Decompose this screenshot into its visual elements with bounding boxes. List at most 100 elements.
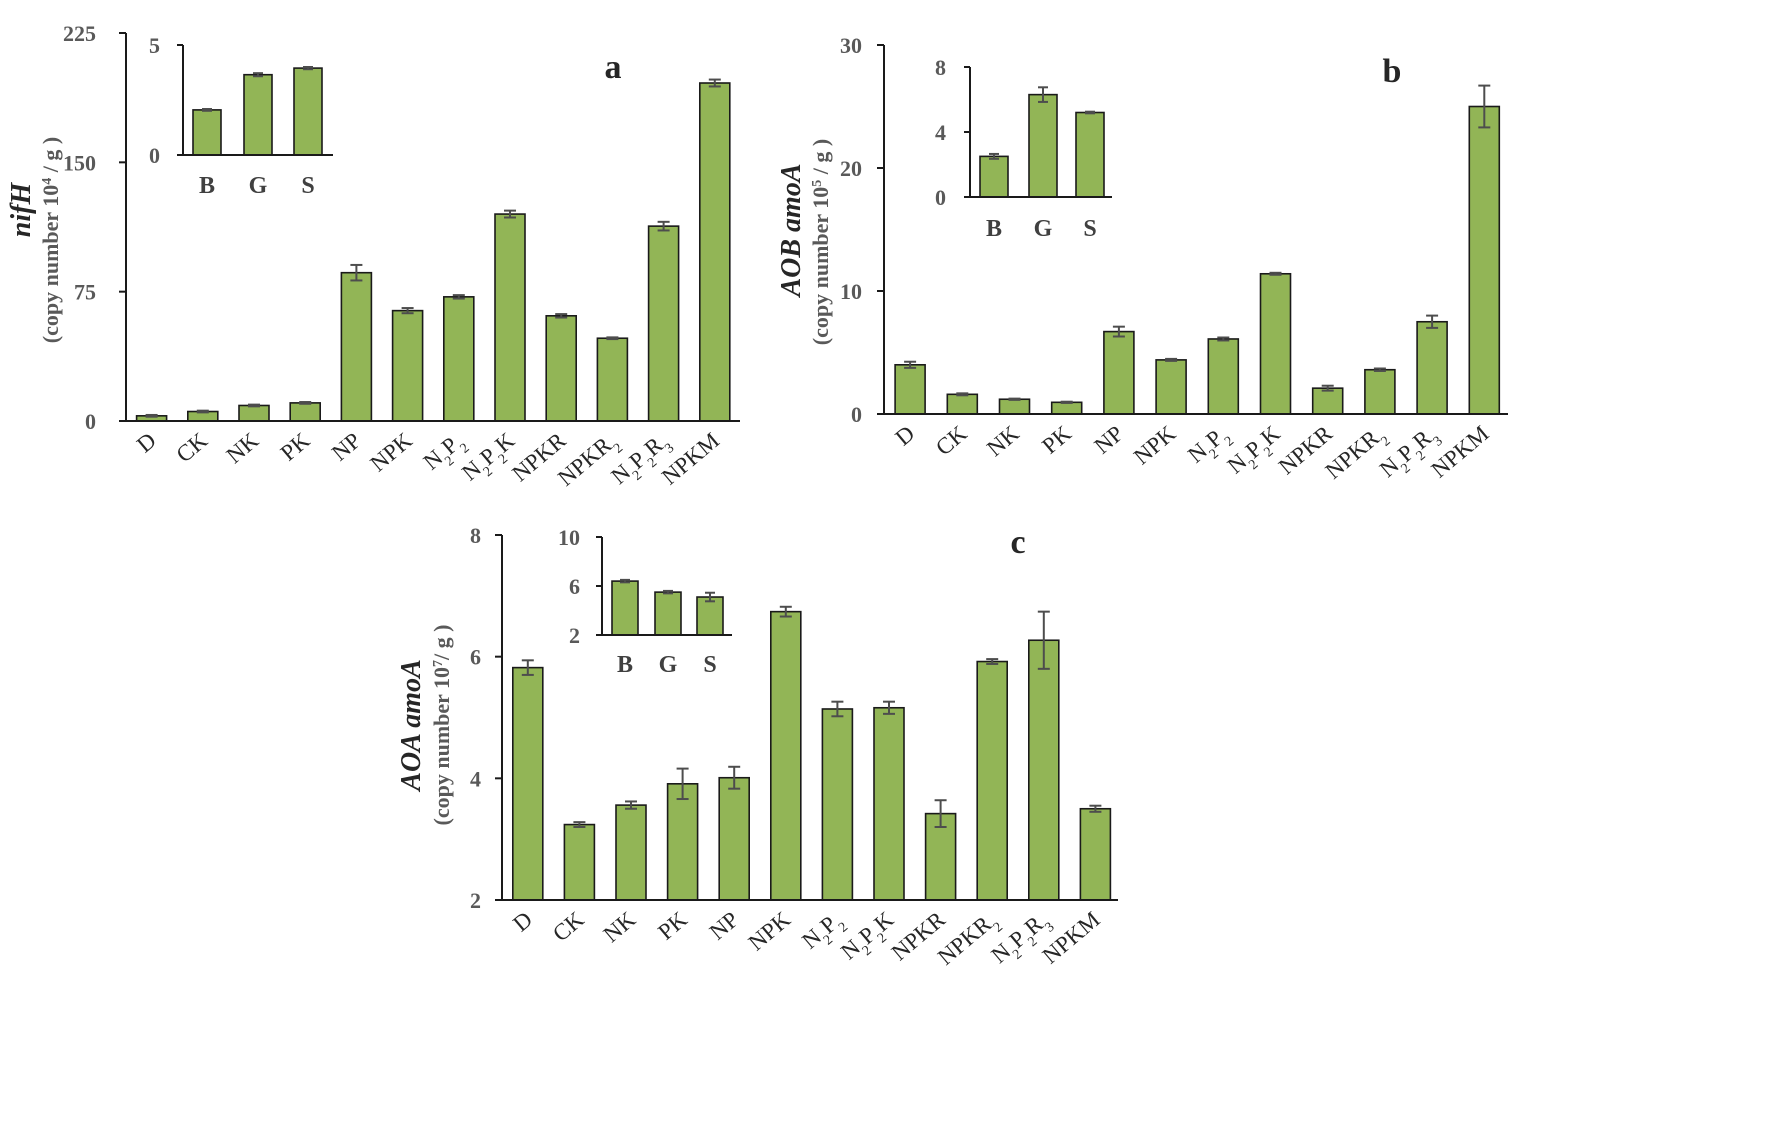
bar-b-7 [1259, 272, 1292, 415]
inset-y-tick-label-b-0: 0 [935, 185, 946, 210]
x-tick-label-c-0: D [508, 907, 537, 937]
bar-c-7 [873, 706, 905, 901]
y-axis-label-unit-a: (copy number 104 / g ) [38, 137, 63, 343]
error-bar-c-7 [883, 700, 895, 715]
error-bar-c-3 [676, 767, 689, 801]
bar-a-5 [391, 309, 424, 422]
bar-c-8 [924, 812, 957, 901]
error-bar-b-7 [1269, 271, 1282, 276]
inset-x-tick-label-a-0: B [199, 173, 215, 199]
bar-b-5 [1155, 359, 1187, 415]
y-tick-label-b-0: 0 [851, 402, 862, 427]
x-tick-label-b-5: NPK [1129, 420, 1181, 469]
x-tick-label-b-9: NPKR2 [1321, 421, 1394, 489]
bar-a-3 [289, 402, 322, 422]
panel-label-a: a [605, 49, 622, 86]
inset-chart-c: B G S 2 6 10 [558, 525, 732, 678]
inset-y-tick-label-b-1: 4 [935, 120, 946, 145]
error-bar-a-1 [196, 409, 209, 414]
bar-b-6 [1207, 338, 1240, 415]
chart-panel-b: D CK NK PK NP NPK N2P2N2P2KNPKRNPKR2N2P2R3NPKM… [776, 33, 1508, 489]
inset-x-tick-label-c-0: B [617, 652, 633, 678]
x-tick-label-c-5: NPK [744, 906, 796, 955]
x-tick-label-b-7: N2P2K [1223, 420, 1290, 483]
chart-panel-a: D CK NK PK NP NPK N2P2N2P2KNPKRNPKR2N2P2R3NPKM… [6, 21, 740, 494]
x-tick-label-b-10: N2P2R3 [1375, 421, 1446, 487]
inset-x-tick-label-c-1: G [659, 652, 678, 678]
bar-c-4 [718, 776, 751, 901]
error-bar-c-2 [625, 800, 637, 810]
error-bar-a-4 [350, 263, 363, 282]
error-bar-c-10 [1037, 610, 1050, 670]
x-tick-label-b-0: D [891, 421, 920, 451]
bar-b-11 [1468, 105, 1501, 415]
x-tick-label-a-11: NPKM [657, 428, 724, 490]
y-axis-label-unit-b: (copy number 105 / g ) [808, 139, 833, 345]
axes-b [883, 45, 1508, 415]
error-bar-c-6 [831, 700, 844, 718]
inset-bar-c-1 [654, 591, 682, 636]
bar-b-0 [894, 363, 926, 415]
bar-a-11 [698, 82, 731, 422]
error-bar-b-10 [1426, 314, 1439, 329]
inset-error-bar-b-2 [1085, 110, 1095, 115]
error-bar-c-1 [573, 821, 586, 828]
error-bar-b-6 [1217, 336, 1230, 342]
inset-y-tick-label-c-1: 6 [569, 574, 580, 599]
inset-bar-b-1 [1028, 93, 1058, 198]
error-bar-b-1 [956, 392, 969, 397]
x-tick-label-a-4: NP [327, 428, 366, 466]
error-bar-c-5 [779, 605, 792, 618]
x-tick-label-a-10: N2P2R3 [606, 428, 677, 494]
error-bar-b-8 [1321, 384, 1334, 392]
error-bar-a-6 [452, 294, 465, 300]
y-tick-label-c-2: 6 [470, 645, 481, 670]
inset-chart-b: B G S 0 4 8 [935, 55, 1112, 242]
y-tick-label-b-2: 20 [840, 156, 862, 181]
inset-error-bar-a-1 [253, 72, 263, 78]
x-tick-label-b-4: NP [1090, 421, 1129, 459]
inset-y-tick-label-a-0: 0 [149, 143, 160, 168]
error-bar-a-10 [657, 220, 670, 232]
x-tick-label-c-11: NPKM [1038, 907, 1105, 969]
x-tick-label-c-7: N2P2K [836, 906, 903, 969]
error-bar-c-11 [1089, 804, 1102, 813]
y-tick-label-a-1: 75 [74, 280, 96, 305]
inset-x-tick-label-b-1: G [1034, 216, 1053, 242]
error-bar-b-4 [1112, 325, 1125, 338]
inset-x-tick-label-a-2: S [301, 173, 314, 199]
inset-error-bar-c-0 [620, 578, 630, 584]
y-axis-label-gene-a: nifH [6, 182, 37, 238]
inset-error-bar-b-0 [989, 152, 999, 160]
inset-bar-b-2 [1075, 111, 1105, 198]
inset-bar-c-0 [611, 580, 639, 636]
error-bar-b-5 [1165, 357, 1178, 362]
error-bar-a-2 [248, 403, 260, 408]
x-tick-label-a-3: PK [276, 427, 315, 465]
x-tick-label-a-1: CK [171, 427, 212, 467]
x-tick-label-b-3: PK [1037, 420, 1076, 458]
inset-bar-c-2 [696, 596, 724, 636]
x-tick-label-c-1: CK [548, 906, 589, 946]
x-tick-label-b-11: NPKM [1427, 421, 1494, 483]
inset-y-tick-label-c-0: 2 [569, 623, 580, 648]
inset-x-tick-label-b-0: B [986, 216, 1002, 242]
bar-b-3 [1050, 401, 1083, 415]
x-tick-label-a-5: NPK [365, 427, 417, 476]
x-tick-label-c-3: PK [653, 906, 692, 944]
x-tick-label-b-2: NK [982, 420, 1024, 461]
bar-b-2 [998, 398, 1031, 415]
inset-x-tick-label-c-2: S [703, 652, 716, 678]
bar-c-9 [976, 660, 1009, 901]
panel-label-b: b [1383, 53, 1402, 90]
bar-b-10 [1416, 320, 1448, 415]
error-bar-b-2 [1008, 397, 1021, 401]
inset-error-bar-a-0 [202, 108, 212, 112]
bar-b-4 [1103, 330, 1135, 415]
x-tick-label-b-1: CK [931, 420, 972, 460]
x-tick-label-c-2: NK [599, 906, 641, 947]
x-tick-label-c-9: NPKR2 [933, 907, 1006, 975]
panel-label-c: c [1010, 524, 1025, 561]
error-bar-a-11 [708, 78, 721, 88]
